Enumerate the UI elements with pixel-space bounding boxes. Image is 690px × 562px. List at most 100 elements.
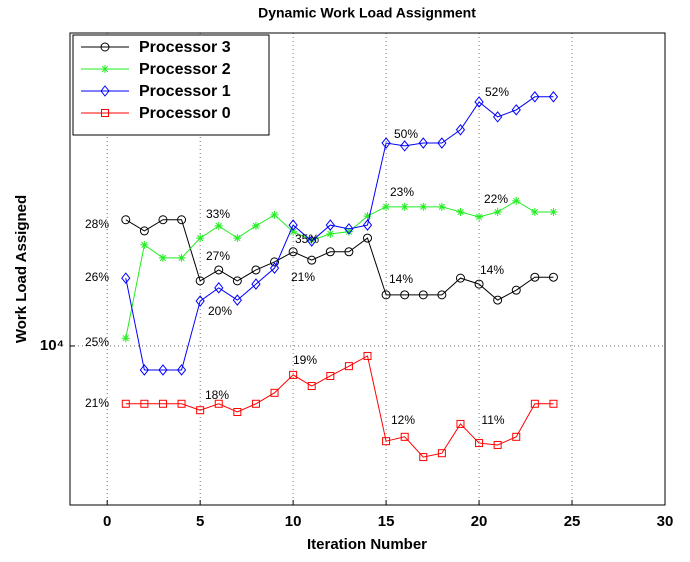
marker: [511, 104, 521, 116]
marker: [475, 439, 484, 448]
annotation: 33%: [206, 207, 230, 221]
marker: [232, 276, 242, 286]
x-tick-label: 25: [564, 513, 581, 530]
marker: [100, 42, 110, 52]
marker: [307, 255, 317, 265]
marker: [548, 272, 558, 282]
legend-label: Processor 2: [139, 61, 231, 78]
marker: [270, 210, 279, 219]
marker: [140, 240, 149, 249]
annotation: 22%: [484, 192, 508, 206]
marker: [362, 219, 373, 231]
marker: [530, 399, 539, 408]
annotation: 35%: [295, 232, 319, 246]
series-line: [125, 355, 554, 458]
annotation: 14%: [480, 263, 504, 277]
annotation: 12%: [391, 413, 415, 427]
marker: [158, 364, 168, 376]
marker: [139, 364, 150, 376]
marker: [493, 440, 502, 449]
legend-label: Processor 1: [139, 83, 231, 100]
marker: [382, 437, 391, 446]
marker: [101, 109, 109, 117]
marker: [549, 399, 558, 408]
marker: [363, 233, 372, 243]
marker: [344, 227, 353, 236]
marker: [493, 295, 503, 305]
marker: [344, 223, 354, 235]
annotation: 11%: [481, 413, 504, 427]
marker: [307, 382, 316, 391]
marker: [195, 276, 205, 286]
marker: [139, 226, 149, 236]
plot-frame: [69, 32, 666, 506]
marker: [530, 272, 540, 282]
x-tick-label: 15: [378, 513, 395, 530]
marker: [100, 85, 110, 97]
marker: [196, 234, 205, 243]
marker: [251, 278, 261, 290]
series-line: [125, 219, 554, 301]
annotation: 23%: [390, 185, 414, 199]
marker: [307, 236, 316, 245]
marker: [158, 399, 167, 408]
marker: [455, 273, 465, 283]
annotation: 28%: [85, 217, 109, 231]
marker: [437, 449, 446, 458]
marker: [474, 279, 484, 289]
marker: [289, 370, 298, 379]
x-tick-label: 30: [657, 513, 674, 530]
marker: [251, 221, 260, 230]
marker: [419, 453, 428, 462]
marker: [121, 272, 131, 284]
marker: [548, 90, 559, 103]
marker: [400, 432, 409, 441]
marker: [381, 137, 391, 149]
marker: [233, 407, 242, 416]
marker: [289, 227, 298, 236]
marker: [140, 399, 149, 408]
marker: [269, 262, 280, 274]
marker: [363, 351, 372, 360]
marker: [195, 295, 205, 307]
marker: [251, 265, 261, 275]
annotation: 26%: [85, 270, 109, 284]
marker: [270, 257, 280, 267]
chart-title: Dynamic Work Load Assignment: [258, 5, 476, 21]
annotation: 18%: [205, 388, 229, 402]
series-line: [125, 200, 554, 339]
marker: [288, 247, 298, 257]
marker: [177, 399, 186, 408]
x-tick-label: 10: [285, 513, 302, 530]
marker: [418, 290, 428, 300]
marker: [400, 140, 410, 152]
annotation: 14%: [389, 272, 413, 286]
marker: [437, 137, 447, 149]
marker: [437, 290, 447, 300]
marker: [381, 290, 391, 300]
annotation: 50%: [394, 127, 418, 141]
marker: [270, 388, 279, 397]
marker: [196, 406, 205, 415]
marker: [214, 399, 223, 408]
marker: [455, 123, 466, 136]
marker: [474, 96, 484, 108]
marker: [326, 371, 335, 380]
x-tick-label: 5: [196, 513, 204, 530]
marker: [177, 253, 186, 262]
legend-box: [72, 34, 270, 136]
marker: [121, 334, 130, 343]
marker: [512, 196, 521, 205]
annotation: 20%: [208, 304, 232, 318]
marker: [456, 419, 465, 428]
marker: [475, 212, 484, 221]
marker: [307, 235, 317, 247]
y-tick-label: 10⁴: [40, 337, 64, 354]
marker: [158, 253, 167, 262]
marker: [418, 137, 428, 149]
annotation: 25%: [85, 335, 109, 349]
marker: [233, 234, 242, 243]
marker: [232, 294, 242, 306]
marker: [493, 208, 502, 217]
